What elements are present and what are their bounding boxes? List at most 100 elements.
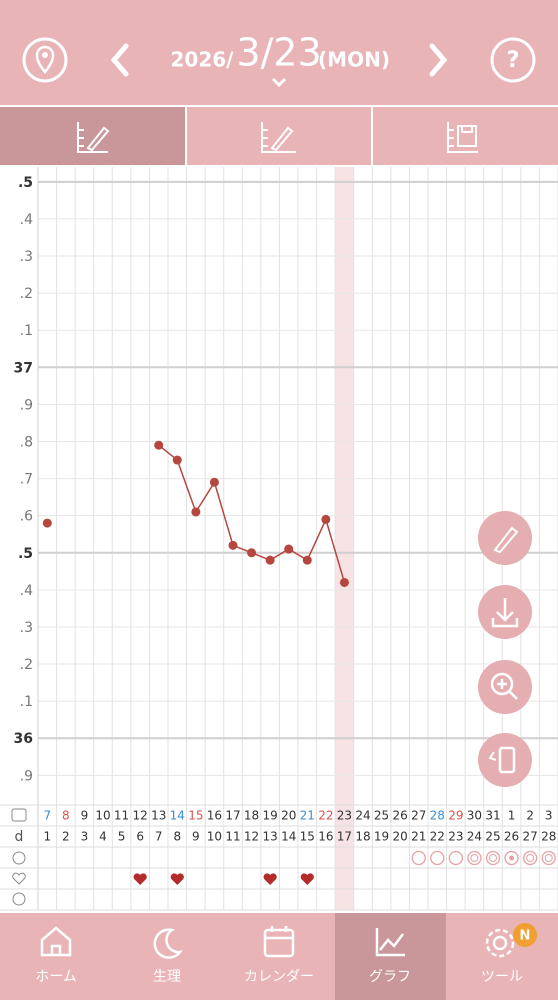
ovulation-test <box>467 850 482 866</box>
y-tick-label: .3 <box>20 249 33 265</box>
y-tick-label: 37 <box>14 360 33 376</box>
ovulation-test <box>522 850 538 866</box>
x-tick-label: 1 <box>508 809 516 823</box>
header <box>0 0 558 105</box>
y-tick-label: .1 <box>20 323 33 339</box>
cycle-day: 18 <box>355 830 370 844</box>
y-tick-label: .5 <box>18 546 33 562</box>
x-tick-label: 17 <box>225 809 240 823</box>
cycle-day: 2 <box>62 830 70 844</box>
x-tick-label: 19 <box>263 809 278 823</box>
x-tick-label: 21 <box>300 809 315 823</box>
x-tick-label: 3 <box>545 809 553 823</box>
nav-active <box>335 913 446 1000</box>
temperature-point <box>191 507 201 517</box>
temperature-point <box>284 544 294 554</box>
heart-row-icon <box>12 872 26 885</box>
year: 2026/ <box>171 48 235 72</box>
cycle-day: 16 <box>318 830 333 844</box>
y-tick-label: .4 <box>20 583 33 599</box>
nav-label[interactable]: ツール <box>481 969 523 985</box>
tab-icons <box>77 122 478 153</box>
x-tick-label: 18 <box>244 809 259 823</box>
temperature-point <box>247 548 257 558</box>
y-tick-label: .6 <box>20 509 33 525</box>
zoom-button[interactable] <box>478 660 532 714</box>
ovulation-test <box>448 850 464 866</box>
x-tick-label: 13 <box>151 809 166 823</box>
cycle-day: 1 <box>43 830 51 844</box>
temperature-point <box>228 540 238 550</box>
x-tick-label: 7 <box>43 809 51 823</box>
next-button[interactable] <box>429 43 448 77</box>
y-tick-label: .1 <box>20 694 33 710</box>
nav-label[interactable]: グラフ <box>369 969 411 985</box>
y-tick-label: .5 <box>18 175 33 191</box>
cycle-day: 11 <box>225 830 240 844</box>
rotate-button[interactable] <box>478 733 532 787</box>
calendar-row-icon <box>11 808 27 822</box>
date[interactable]: 3/23 <box>236 31 321 75</box>
x-tick-label: 27 <box>411 809 426 823</box>
nav-label[interactable]: ホーム <box>35 969 77 985</box>
temperature-point <box>321 514 331 524</box>
prev-button[interactable] <box>110 43 129 77</box>
cycle-day: 9 <box>192 830 200 844</box>
x-tick-label: 29 <box>448 809 463 823</box>
cycle-day: 12 <box>244 830 259 844</box>
tab-active[interactable] <box>0 107 185 165</box>
heart <box>300 873 314 885</box>
cycle-day: 21 <box>411 830 426 844</box>
temperature-point <box>265 555 275 565</box>
y-tick-label: .2 <box>20 657 33 673</box>
temperature-point <box>154 440 164 450</box>
date-dropdown[interactable] <box>271 77 287 88</box>
ovulation-test-inner <box>526 854 535 862</box>
x-tick-label: 23 <box>337 809 352 823</box>
y-tick-label: .9 <box>20 768 33 784</box>
y-tick-label: .7 <box>20 472 33 488</box>
help-icon: ? <box>507 48 520 73</box>
nav-icons <box>40 926 515 959</box>
mood-row-icon <box>12 892 26 906</box>
ovulation-test <box>541 850 556 866</box>
cycle-day: 4 <box>99 830 107 844</box>
ovulation-test-inner <box>489 854 497 862</box>
ovulation-test-inner <box>470 854 479 862</box>
badge-text: N <box>520 929 531 944</box>
cycle-day: 3 <box>81 830 89 844</box>
nav-label[interactable]: 生理 <box>153 969 181 985</box>
ovulation-test <box>411 850 426 866</box>
cycle-day: 14 <box>281 830 296 844</box>
cycle-day: 5 <box>118 830 126 844</box>
cycle-day: 13 <box>263 830 278 844</box>
ovulation-test <box>430 850 445 866</box>
y-tick-label: .4 <box>20 212 33 228</box>
chart: .5.4.3.2.137.9.8.7.6.5.4.3.2.136.9d71829… <box>0 167 558 911</box>
temperature-point <box>172 455 182 465</box>
help-button[interactable] <box>490 37 536 83</box>
cycle-day: 19 <box>374 830 389 844</box>
today-column <box>335 167 354 910</box>
heart <box>170 873 184 885</box>
cycle-day: 6 <box>136 830 144 844</box>
nav-label[interactable]: カレンダー <box>244 969 314 985</box>
cycle-day: 22 <box>430 830 445 844</box>
y-tick-label: .9 <box>20 397 33 413</box>
x-tick-label: 30 <box>467 809 482 823</box>
temperature-point <box>42 518 52 528</box>
x-tick-label: 24 <box>355 809 370 823</box>
temperature-point <box>209 477 219 487</box>
ovulation-test <box>485 850 501 866</box>
x-tick-label: 12 <box>133 809 148 823</box>
cycle-day: 20 <box>393 830 408 844</box>
cycle-day: 27 <box>523 830 538 844</box>
cycle-day: 24 <box>467 830 482 844</box>
tab[interactable] <box>187 107 371 165</box>
y-tick-label: .3 <box>20 620 33 636</box>
tab[interactable] <box>373 107 558 165</box>
cycle-day: 8 <box>173 830 181 844</box>
ovulation-test-star <box>509 855 515 861</box>
location-button[interactable] <box>22 37 68 83</box>
